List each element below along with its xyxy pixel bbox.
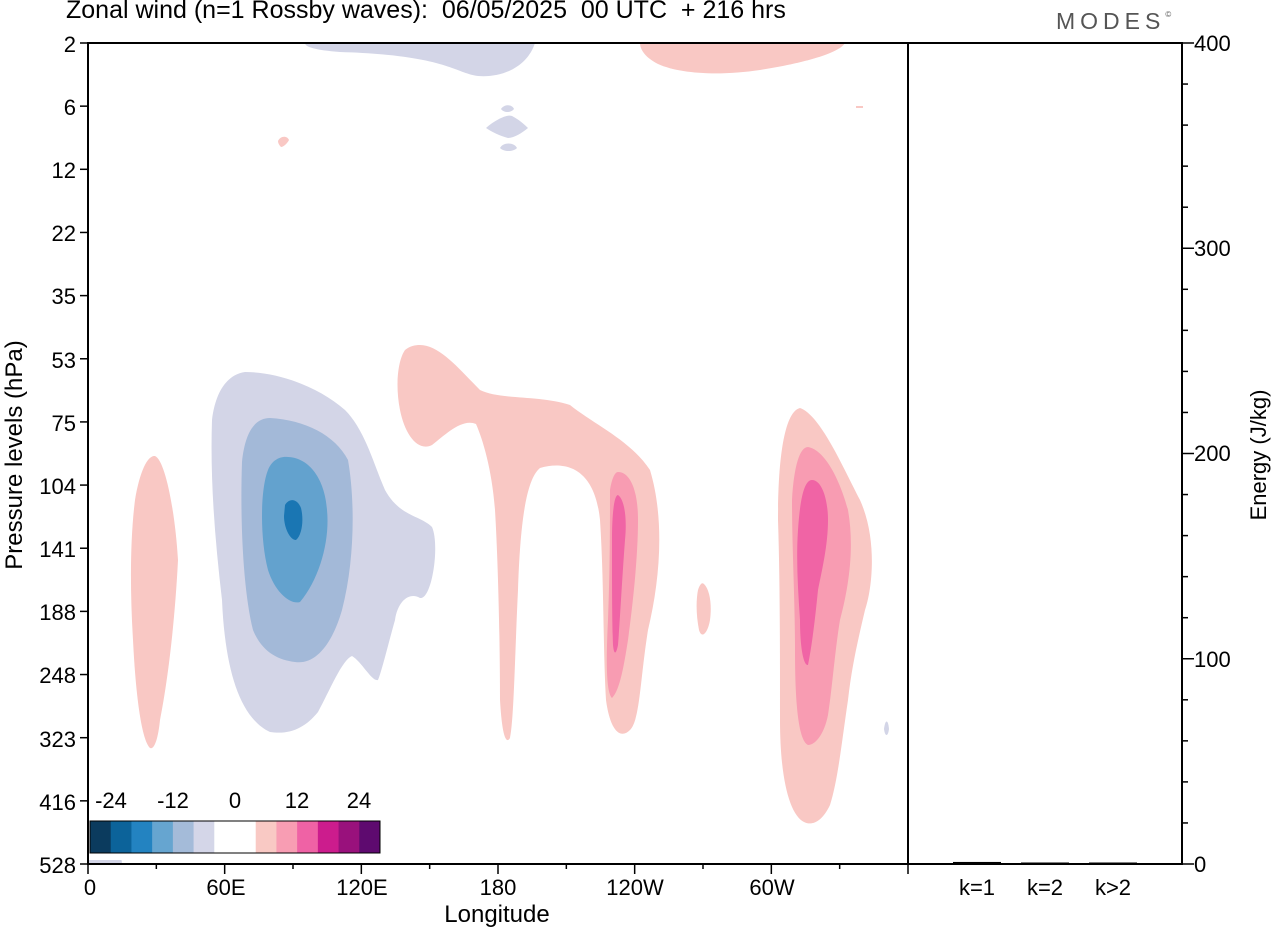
contour-negative-speck-3 [884,721,889,735]
y-tick-label: 2 [64,32,76,57]
contour-positive-small-blob [696,583,711,635]
energy-tick-label: 200 [1194,441,1231,466]
chart-title: Zonal wind (n=1 Rossby waves): 06/05/202… [66,0,786,24]
colorbar-swatches [90,821,381,853]
contour-negative-speck-1 [501,105,514,112]
longitude-axis: 0 60E 120E 180 120W 60W [84,864,909,900]
colorbar-tick-label: 24 [347,788,371,813]
brand-name: MODES [1056,8,1166,34]
contour-negative-outer-top2 [486,115,528,138]
energy-plot-frame [907,42,1183,865]
y-tick-label: 188 [39,600,76,625]
colorbar-tick-label: -12 [157,788,189,813]
contour-negative-speck-2 [500,143,517,151]
y-tick-label: 528 [39,853,76,878]
y-tick-label: 248 [39,663,76,688]
y-tick-label: 323 [39,727,76,752]
contour-positive-center-core [612,495,626,653]
energy-axis-label: Energy (J/kg) [1246,390,1271,521]
x-axis-label: Longitude [444,901,549,928]
colorbar-swatch [359,821,381,853]
brand-logo: MODES© [1056,8,1171,35]
x-tick-label: 180 [480,875,517,900]
colorbar-swatch [214,821,236,853]
energy-category-label: k>2 [1095,875,1131,900]
contour-fills [88,43,889,864]
y-tick-label: 104 [39,474,76,499]
colorbar-swatch [193,821,215,853]
energy-bar [1089,862,1137,864]
colorbar-swatch [110,821,132,853]
y-tick-label: 141 [39,537,76,562]
y-axis-label: Pressure levels (hPa) [1,340,28,569]
colorbar-swatch [172,821,195,853]
energy-category-labels: k=1 k=2 k>2 [959,875,1131,900]
energy-tick-label: 0 [1194,852,1206,877]
colorbar-swatch [255,821,277,853]
brand-mark: © [1165,10,1172,19]
contour-positive-center-main [397,345,660,741]
x-tick-label: 60E [206,875,245,900]
y-tick-label: 12 [52,158,76,183]
colorbar-swatch [276,821,298,853]
contour-positive-left-column [130,455,178,749]
x-ticks [87,864,909,874]
energy-ticks [1182,42,1194,865]
y-tick-label: 6 [64,95,76,120]
x-tick-label: 120W [606,875,664,900]
contour-negative-outer-top [305,43,535,77]
energy-tick-label: 300 [1194,236,1231,261]
y-tick-label: 35 [52,284,76,309]
colorbar-swatch [338,821,360,853]
colorbar-swatch [131,821,153,853]
colorbar-swatch [317,821,340,853]
contour-positive-speck-top [278,136,289,147]
colorbar-tick-labels: -24 -12 0 12 24 [95,788,371,813]
contour-positive-speck-right [856,106,863,108]
y-ticks [80,42,88,865]
y-tick-label: 22 [52,221,76,246]
energy-tick-label: 100 [1194,647,1231,672]
energy-bar [953,861,1001,864]
energy-tick-label: 400 [1194,31,1231,56]
pressure-axis: 2 6 12 22 35 53 75 104 141 188 248 323 4… [39,32,88,878]
contour-positive-right-core [797,480,828,666]
x-tick-label: 120E [336,875,387,900]
colorbar-frame [89,820,381,854]
energy-bar [1021,862,1069,864]
colorbar-tick-label: 0 [229,788,241,813]
colorbar-tick-label: 12 [285,788,309,813]
x-tick-label: 0 [84,875,96,900]
energy-category-label: k=2 [1027,875,1063,900]
contour-negative-core [284,500,303,540]
colorbar-swatch [235,821,257,853]
colorbar-tick-label: -24 [95,788,127,813]
x-tick-label: 60W [749,875,794,900]
colorbar-swatch [297,821,319,853]
colorbar-swatch [152,821,174,853]
energy-category-label: k=1 [959,875,995,900]
y-tick-label: 75 [52,411,76,436]
energy-axis: 0 100 200 300 400 [1182,31,1231,877]
contour-positive-top-right [640,43,845,74]
y-tick-label: 416 [39,790,76,815]
colorbar-swatch [90,821,112,853]
colorbar: -24 -12 0 12 24 [87,788,385,860]
y-tick-label: 53 [52,348,76,373]
energy-bars [953,861,1137,864]
